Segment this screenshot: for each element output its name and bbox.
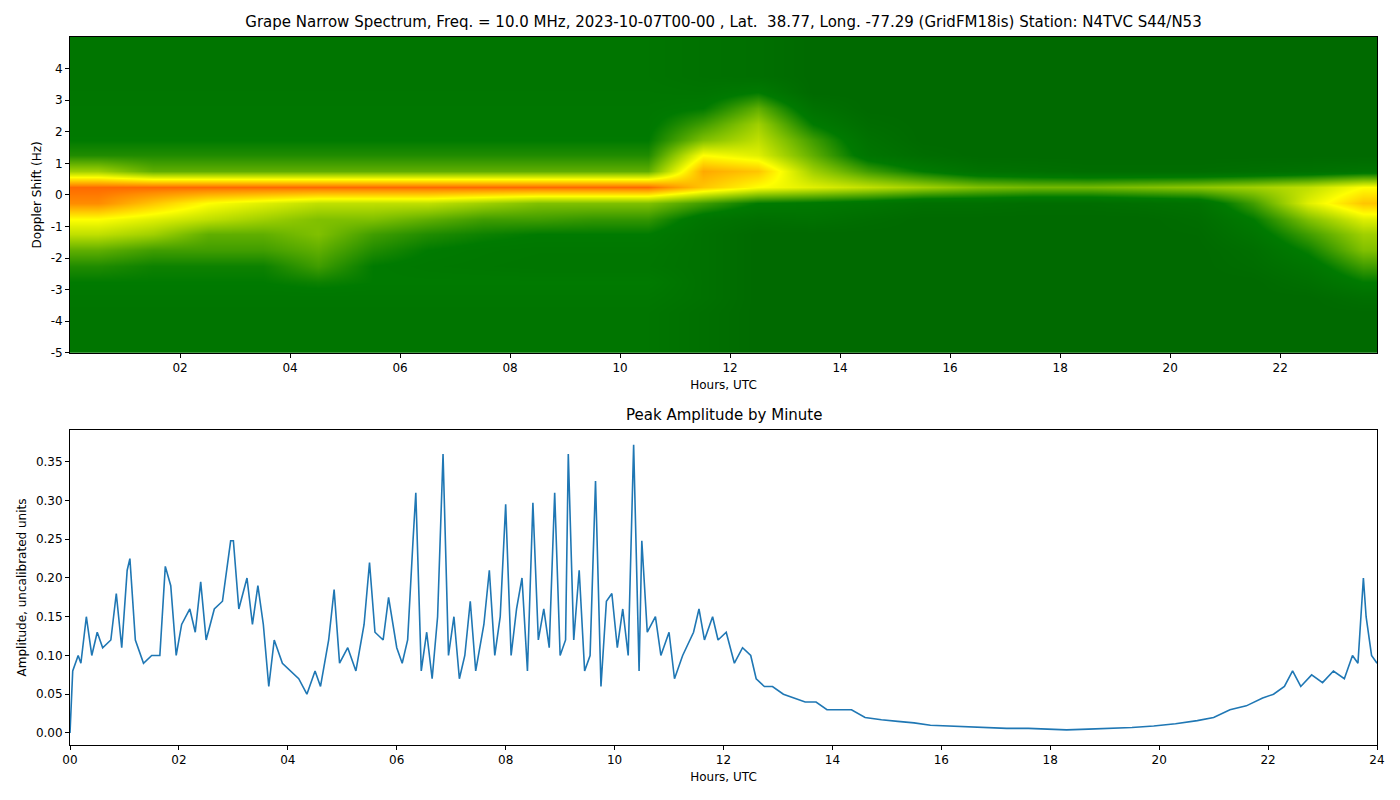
svg-text:Hours, UTC: Hours, UTC — [690, 378, 757, 392]
svg-text:Grape Narrow Spectrum, Freq. =: Grape Narrow Spectrum, Freq. = 10.0 MHz,… — [245, 13, 1201, 31]
svg-text:20: 20 — [1163, 361, 1178, 375]
svg-text:0.20: 0.20 — [36, 571, 63, 585]
svg-text:10: 10 — [612, 361, 627, 375]
svg-text:08: 08 — [502, 361, 517, 375]
svg-text:02: 02 — [172, 361, 187, 375]
svg-text:04: 04 — [280, 753, 295, 767]
svg-text:06: 06 — [392, 361, 407, 375]
svg-text:-3: -3 — [51, 283, 63, 297]
svg-text:4: 4 — [55, 62, 63, 76]
svg-text:18: 18 — [1043, 753, 1058, 767]
svg-text:0.35: 0.35 — [36, 455, 63, 469]
svg-text:-1: -1 — [51, 220, 63, 234]
svg-text:0.25: 0.25 — [36, 532, 63, 546]
svg-text:14: 14 — [832, 361, 847, 375]
svg-text:10: 10 — [607, 753, 622, 767]
svg-text:3: 3 — [55, 93, 63, 107]
svg-text:0.05: 0.05 — [36, 687, 63, 701]
svg-text:2: 2 — [55, 125, 63, 139]
svg-text:0.30: 0.30 — [36, 494, 63, 508]
svg-text:Peak Amplitude by Minute: Peak Amplitude by Minute — [626, 406, 822, 424]
svg-text:16: 16 — [942, 361, 957, 375]
svg-text:22: 22 — [1260, 753, 1275, 767]
svg-text:0.15: 0.15 — [36, 610, 63, 624]
svg-text:14: 14 — [825, 753, 840, 767]
svg-text:1: 1 — [55, 157, 63, 171]
svg-text:08: 08 — [498, 753, 513, 767]
svg-text:0.10: 0.10 — [36, 649, 63, 663]
svg-text:Doppler Shift (Hz): Doppler Shift (Hz) — [30, 141, 44, 248]
svg-text:0: 0 — [55, 188, 63, 202]
svg-text:Amplitude, uncalibrated units: Amplitude, uncalibrated units — [15, 499, 29, 677]
svg-text:12: 12 — [722, 361, 737, 375]
svg-text:06: 06 — [389, 753, 404, 767]
svg-text:0.00: 0.00 — [36, 726, 63, 740]
svg-text:-2: -2 — [51, 251, 63, 265]
svg-text:Hours, UTC: Hours, UTC — [690, 770, 757, 784]
svg-text:18: 18 — [1053, 361, 1068, 375]
svg-text:20: 20 — [1152, 753, 1167, 767]
svg-text:04: 04 — [282, 361, 297, 375]
svg-text:16: 16 — [934, 753, 949, 767]
svg-text:12: 12 — [716, 753, 731, 767]
svg-text:00: 00 — [62, 753, 77, 767]
svg-text:-4: -4 — [51, 314, 63, 328]
svg-text:22: 22 — [1273, 361, 1288, 375]
svg-text:24: 24 — [1369, 753, 1384, 767]
svg-text:-5: -5 — [51, 346, 63, 360]
svg-text:02: 02 — [171, 753, 186, 767]
